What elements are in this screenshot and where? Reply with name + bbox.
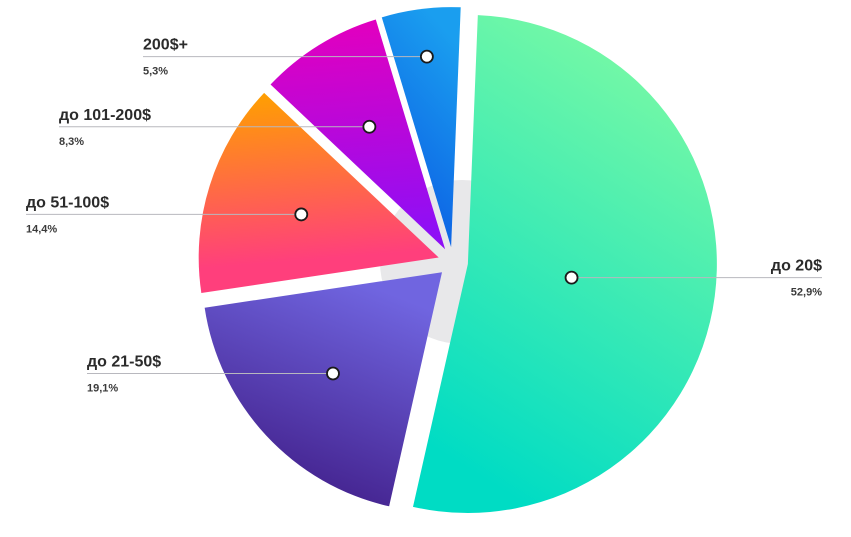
- pie-slice-up-to-21-50: [204, 272, 443, 507]
- marker-dot-up-to-51-100: [294, 207, 309, 222]
- pie-slice-up-to-20: [412, 15, 717, 513]
- pie-slices: [198, 7, 717, 513]
- slice-label-up-to-51-100: до 51-100$: [26, 194, 109, 211]
- slice-value-up-to-101-200: 8,3%: [59, 136, 84, 148]
- slice-value-over-200: 5,3%: [143, 66, 168, 78]
- pie-slice-up-to-101-200: [270, 19, 446, 250]
- pie-slice-up-to-51-100: [198, 92, 439, 294]
- pie-slice-over-200: [381, 7, 461, 248]
- slice-label-up-to-101-200: до 101-200$: [59, 107, 151, 124]
- marker-dot-up-to-20: [564, 270, 579, 285]
- slice-labels: до 20$ 52,9% до 21-50$ 19,1% до 51-100$ 14,4%…: [26, 37, 822, 395]
- leader-lines: [26, 56, 822, 374]
- slice-label-up-to-20: до 20$: [771, 258, 822, 275]
- slice-value-up-to-21-50: 19,1%: [87, 382, 118, 394]
- slice-label-up-to-21-50: до 21-50$: [87, 353, 161, 370]
- marker-dot-up-to-101-200: [362, 119, 377, 134]
- slice-value-up-to-51-100: 14,4%: [26, 223, 57, 235]
- slice-label-over-200: 200$+: [143, 37, 188, 54]
- marker-dot-up-to-21-50: [326, 366, 340, 381]
- slice-value-up-to-20: 52,9%: [791, 287, 822, 299]
- marker-dot-over-200: [419, 49, 434, 64]
